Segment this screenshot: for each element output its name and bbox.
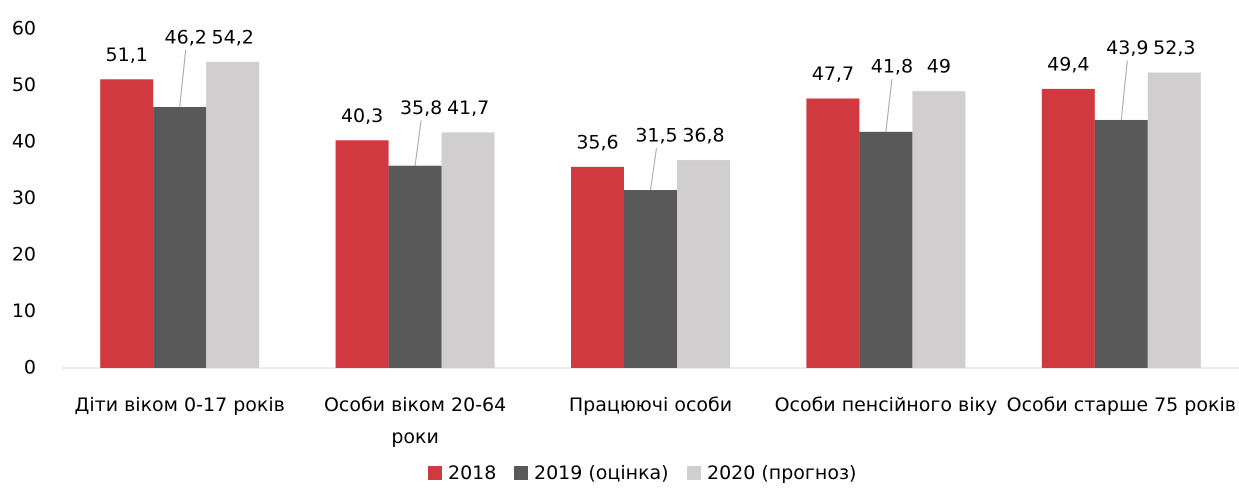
leader-line bbox=[885, 79, 893, 132]
value-label: 47,7 bbox=[812, 63, 854, 85]
bar bbox=[388, 165, 442, 368]
y-tick-label: 30 bbox=[12, 187, 36, 209]
bar bbox=[206, 61, 260, 369]
bar bbox=[1147, 72, 1201, 368]
bar bbox=[859, 131, 913, 368]
value-label: 41,7 bbox=[447, 97, 489, 119]
bar bbox=[677, 160, 730, 368]
bar bbox=[100, 79, 154, 368]
legend-swatch bbox=[687, 466, 701, 480]
legend-item: 2019 (оцінка) bbox=[514, 462, 669, 484]
y-tick-label: 20 bbox=[12, 244, 36, 266]
value-label: 54,2 bbox=[212, 26, 254, 48]
x-tick-label: Діти віком 0-17 років bbox=[74, 394, 285, 416]
legend-swatch bbox=[428, 466, 442, 480]
y-tick-label: 0 bbox=[24, 357, 36, 379]
legend-item: 2018 bbox=[428, 462, 496, 484]
value-label: 31,5 bbox=[635, 125, 677, 147]
legend-item: 2020 (прогноз) bbox=[687, 462, 856, 484]
legend-label: 2018 bbox=[448, 462, 497, 484]
bar bbox=[912, 91, 966, 369]
legend-label: 2019 (оцінка) bbox=[534, 462, 669, 484]
bar bbox=[1041, 88, 1095, 368]
bar bbox=[1094, 119, 1148, 368]
x-tick-label: Особи старше 75 років bbox=[1006, 394, 1236, 416]
value-label: 49 bbox=[927, 56, 951, 78]
leader-line bbox=[650, 148, 657, 191]
y-tick-label: 50 bbox=[12, 74, 36, 96]
y-tick-label: 40 bbox=[12, 131, 36, 153]
value-label: 49,4 bbox=[1047, 53, 1089, 75]
leader-line bbox=[414, 120, 422, 166]
bar bbox=[335, 140, 389, 368]
bar bbox=[441, 132, 495, 368]
x-tick-label: Особи пенсійного віку bbox=[774, 394, 998, 416]
bar bbox=[806, 98, 860, 369]
leader-line bbox=[1120, 60, 1128, 121]
value-label: 35,8 bbox=[400, 97, 442, 119]
value-label: 43,9 bbox=[1106, 37, 1148, 59]
value-label: 35,6 bbox=[576, 131, 618, 153]
value-label: 40,3 bbox=[341, 105, 383, 127]
value-label: 51,1 bbox=[106, 44, 148, 66]
value-label: 52,3 bbox=[1153, 37, 1195, 59]
value-label: 46,2 bbox=[165, 26, 207, 48]
bar bbox=[153, 106, 207, 368]
value-label: 36,8 bbox=[682, 125, 724, 147]
value-label: 41,8 bbox=[871, 56, 913, 78]
x-tick-label: Особи віком 20-64 роки bbox=[323, 394, 507, 448]
bar bbox=[624, 190, 677, 368]
y-tick-label: 60 bbox=[12, 18, 36, 40]
legend-label: 2020 (прогноз) bbox=[707, 462, 857, 484]
legend-swatch bbox=[514, 466, 528, 480]
y-tick-label: 10 bbox=[12, 300, 36, 322]
x-tick-label: Працюючі особи bbox=[568, 394, 733, 416]
leader-line bbox=[179, 49, 187, 108]
bar bbox=[571, 166, 624, 368]
